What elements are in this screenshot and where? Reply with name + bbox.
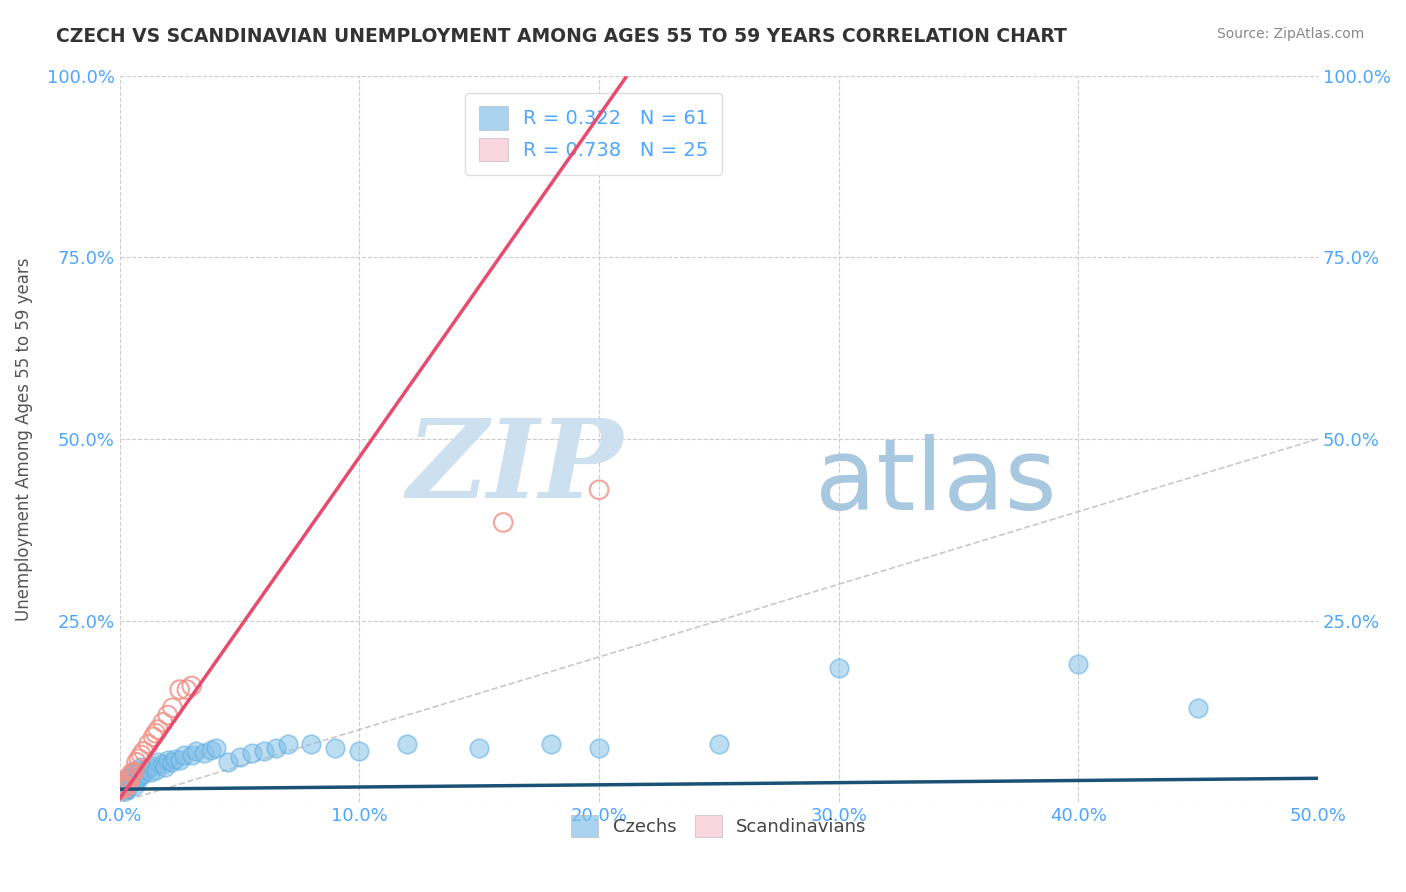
Y-axis label: Unemployment Among Ages 55 to 59 years: Unemployment Among Ages 55 to 59 years	[15, 257, 32, 621]
Point	[142, 730, 165, 744]
Text: Source: ZipAtlas.com: Source: ZipAtlas.com	[1216, 27, 1364, 41]
Point	[588, 740, 610, 755]
Legend: Czechs, Scandinavians: Czechs, Scandinavians	[564, 807, 873, 844]
Point	[121, 766, 143, 780]
Point	[1067, 657, 1090, 672]
Point	[114, 777, 136, 791]
Point	[118, 777, 141, 791]
Point	[125, 763, 148, 777]
Point	[492, 516, 515, 530]
Point	[138, 760, 160, 774]
Point	[118, 770, 141, 784]
Point	[115, 782, 138, 797]
Point	[828, 661, 851, 675]
Point	[122, 767, 145, 781]
Point	[114, 782, 136, 797]
Point	[115, 780, 138, 795]
Point	[114, 779, 136, 793]
Point	[121, 775, 143, 789]
Point	[155, 760, 177, 774]
Point	[128, 752, 150, 766]
Point	[200, 743, 222, 757]
Point	[118, 773, 141, 788]
Point	[1187, 700, 1209, 714]
Point	[162, 756, 184, 770]
Point	[131, 767, 153, 781]
Point	[252, 744, 274, 758]
Point	[125, 773, 148, 788]
Point	[114, 773, 136, 788]
Point	[204, 740, 226, 755]
Point	[325, 740, 347, 755]
Point	[169, 682, 191, 697]
Text: atlas: atlas	[815, 434, 1056, 531]
Point	[118, 775, 141, 789]
Point	[132, 744, 155, 758]
Point	[240, 746, 263, 760]
Point	[111, 780, 134, 795]
Point	[115, 775, 138, 789]
Point	[131, 747, 153, 762]
Point	[132, 766, 155, 780]
Point	[180, 679, 202, 693]
Point	[121, 772, 143, 786]
Point	[396, 737, 419, 751]
Point	[135, 763, 157, 777]
Point	[121, 766, 143, 780]
Point	[114, 784, 136, 798]
Point	[217, 756, 239, 770]
Point	[349, 744, 371, 758]
Point	[193, 746, 215, 760]
Point	[707, 737, 730, 751]
Point	[468, 740, 491, 755]
Point	[131, 760, 153, 774]
Point	[588, 483, 610, 497]
Point	[111, 777, 134, 791]
Point	[145, 726, 167, 740]
Point	[115, 777, 138, 791]
Point	[142, 759, 165, 773]
Point	[145, 763, 167, 777]
Point	[156, 753, 179, 767]
Point	[138, 737, 160, 751]
Point	[264, 740, 287, 755]
Point	[301, 737, 323, 751]
Point	[115, 773, 138, 788]
Point	[156, 708, 179, 723]
Point	[228, 750, 250, 764]
Point	[111, 782, 134, 797]
Point	[122, 764, 145, 779]
Point	[152, 757, 174, 772]
Point	[276, 737, 298, 751]
Point	[125, 756, 148, 770]
Point	[146, 723, 169, 737]
Point	[540, 737, 562, 751]
Point	[118, 770, 141, 784]
Point	[114, 780, 136, 795]
Point	[176, 682, 198, 697]
Point	[128, 764, 150, 779]
Text: ZIP: ZIP	[406, 414, 623, 522]
Point	[169, 753, 191, 767]
Point	[186, 744, 208, 758]
Point	[115, 779, 138, 793]
Point	[180, 747, 202, 762]
Point	[128, 770, 150, 784]
Text: CZECH VS SCANDINAVIAN UNEMPLOYMENT AMONG AGES 55 TO 59 YEARS CORRELATION CHART: CZECH VS SCANDINAVIAN UNEMPLOYMENT AMONG…	[56, 27, 1067, 45]
Point	[139, 764, 162, 779]
Point	[122, 779, 145, 793]
Point	[173, 747, 195, 762]
Point	[162, 700, 184, 714]
Point	[163, 752, 186, 766]
Point	[111, 782, 134, 797]
Point	[146, 756, 169, 770]
Point	[152, 715, 174, 730]
